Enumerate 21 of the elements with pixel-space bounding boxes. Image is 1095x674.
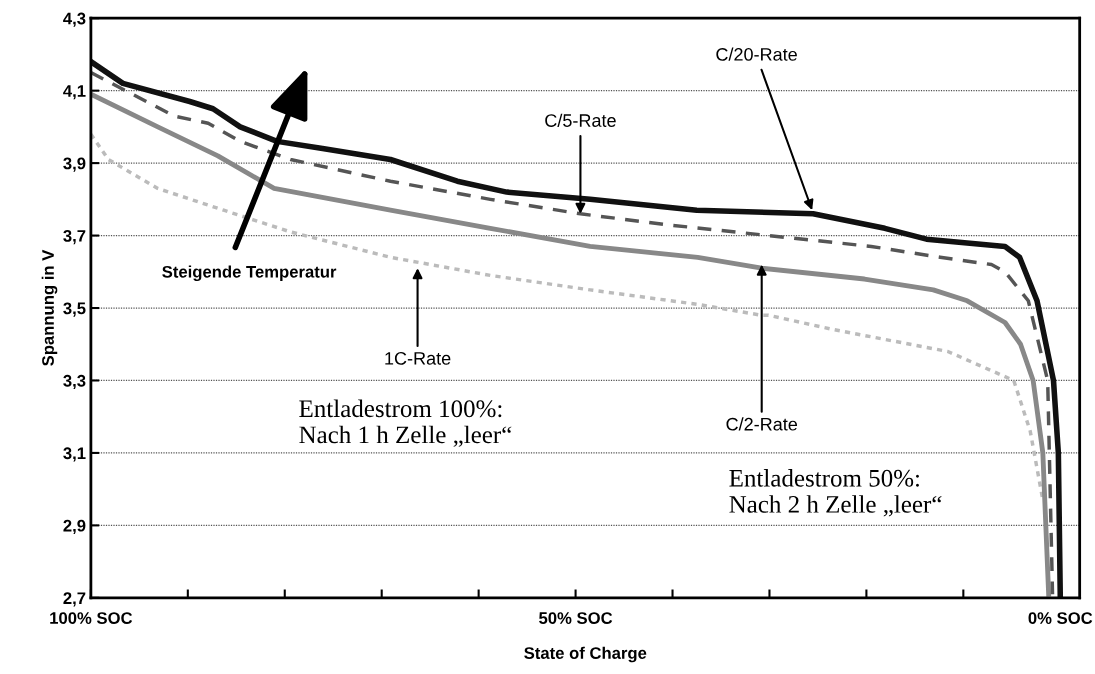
y-tick-label: 3,1 — [63, 447, 86, 462]
y-tick-label: 2,7 — [63, 592, 86, 607]
annotation: 1C-Rate — [385, 351, 451, 365]
annotation: C/20-Rate — [716, 47, 797, 61]
x-tick-label: 0% SOC — [1028, 612, 1093, 624]
annotation: Entladestrom 100%: Nach 1 h Zelle „leer“ — [299, 399, 512, 447]
y-tick-label: 3,9 — [63, 157, 86, 172]
x-tick-label: 50% SOC — [539, 612, 613, 624]
annotation: C/2-Rate — [726, 417, 798, 431]
y-tick-label: 4,3 — [63, 12, 86, 27]
y-tick-label: 3,7 — [63, 229, 86, 245]
x-tick-label: 100% SOC — [50, 612, 133, 624]
y-tick-label: 3,3 — [63, 374, 86, 390]
y-axis-title: Spannung in V — [41, 249, 58, 366]
annotation: C/5-Rate — [545, 113, 616, 127]
y-tick-label: 2,9 — [63, 519, 86, 534]
annotation: Steigende Temperatur — [162, 265, 337, 282]
y-tick-label: 4,1 — [63, 85, 86, 100]
x-axis-title: State of Charge — [524, 646, 647, 663]
annotation: Entladestrom 50%: Nach 2 h Zelle „leer“ — [729, 469, 942, 517]
y-tick-label: 3,5 — [63, 302, 86, 317]
